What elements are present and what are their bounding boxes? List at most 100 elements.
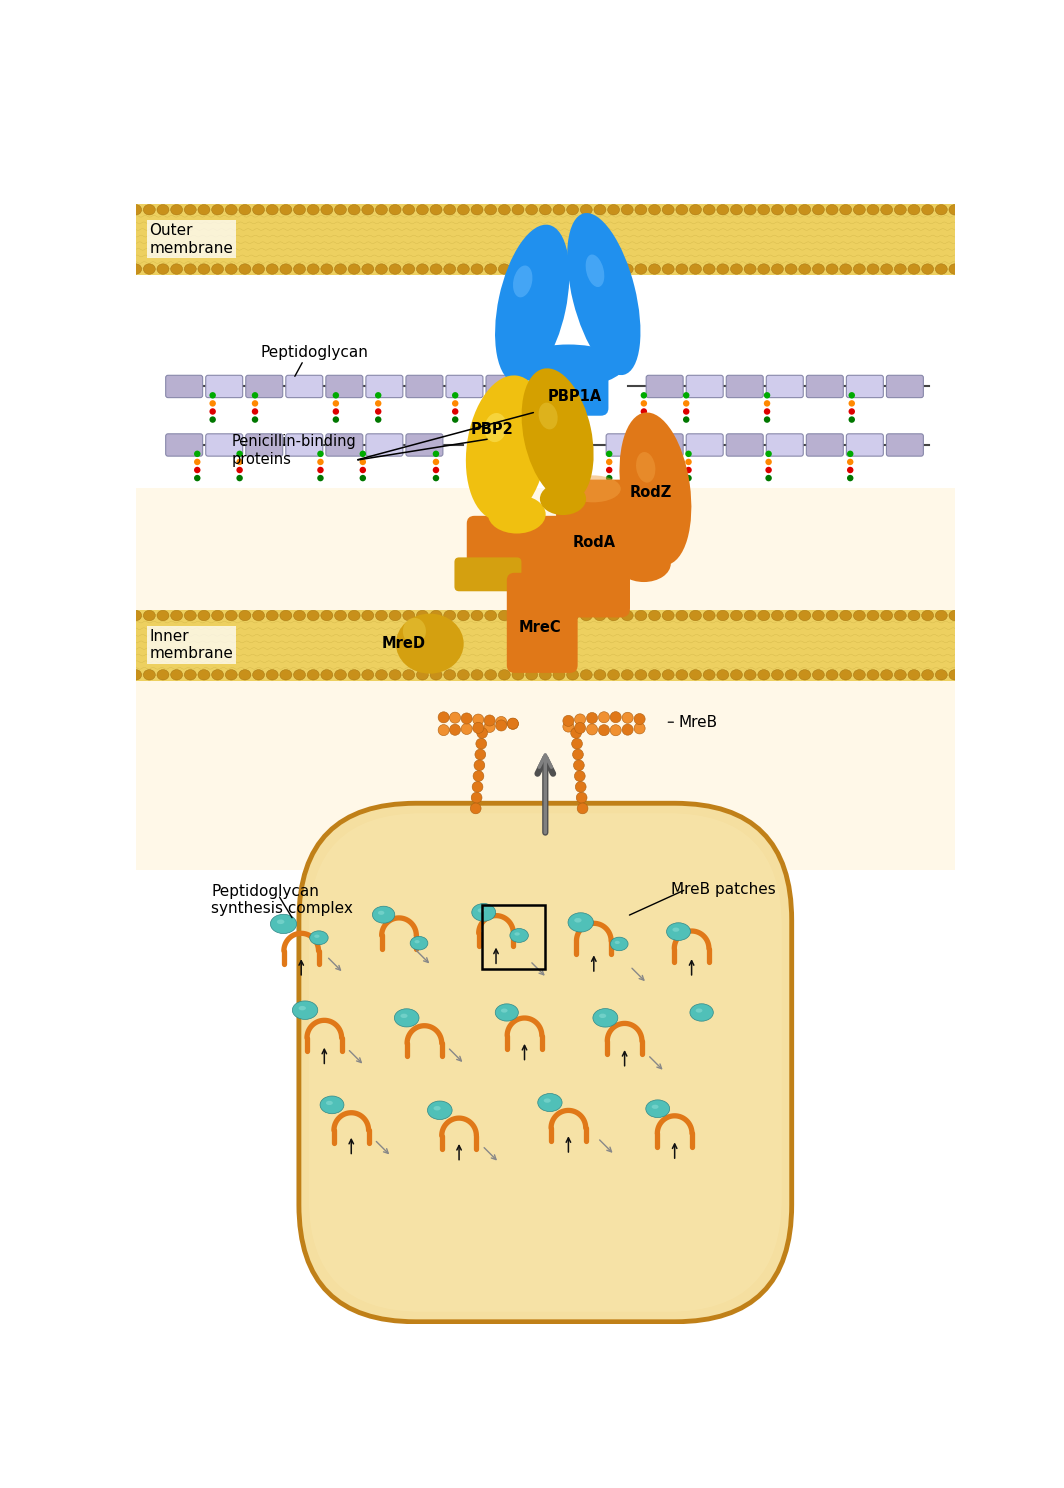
Circle shape <box>449 713 461 723</box>
Circle shape <box>508 719 518 729</box>
Ellipse shape <box>485 610 497 620</box>
Ellipse shape <box>252 610 265 620</box>
FancyBboxPatch shape <box>530 353 609 415</box>
FancyBboxPatch shape <box>326 434 363 457</box>
Ellipse shape <box>553 610 565 620</box>
Ellipse shape <box>758 610 769 620</box>
Ellipse shape <box>867 610 879 620</box>
Ellipse shape <box>731 263 743 274</box>
Circle shape <box>496 720 506 731</box>
Circle shape <box>848 408 855 415</box>
Circle shape <box>433 467 439 473</box>
Circle shape <box>598 725 610 735</box>
Ellipse shape <box>430 204 442 214</box>
Circle shape <box>683 391 689 399</box>
Ellipse shape <box>212 670 223 680</box>
Ellipse shape <box>881 204 893 214</box>
Circle shape <box>764 400 770 406</box>
FancyBboxPatch shape <box>506 573 578 673</box>
Text: MreC: MreC <box>518 620 561 635</box>
Ellipse shape <box>717 204 729 214</box>
Ellipse shape <box>785 610 797 620</box>
FancyBboxPatch shape <box>205 434 243 457</box>
Ellipse shape <box>170 670 183 680</box>
Ellipse shape <box>266 204 278 214</box>
Ellipse shape <box>689 1004 713 1021</box>
Ellipse shape <box>935 204 947 214</box>
Ellipse shape <box>867 670 879 680</box>
Ellipse shape <box>636 452 655 482</box>
Ellipse shape <box>458 263 469 274</box>
Ellipse shape <box>526 610 537 620</box>
Ellipse shape <box>539 610 551 620</box>
FancyBboxPatch shape <box>727 375 763 397</box>
Circle shape <box>765 451 771 457</box>
Ellipse shape <box>921 610 933 620</box>
FancyBboxPatch shape <box>406 434 443 457</box>
Ellipse shape <box>785 670 797 680</box>
Text: MreB: MreB <box>679 714 717 729</box>
Ellipse shape <box>430 263 442 274</box>
Text: RodA: RodA <box>573 536 616 551</box>
Circle shape <box>452 400 459 406</box>
Ellipse shape <box>895 263 907 274</box>
Text: PBP2: PBP2 <box>470 423 513 437</box>
Ellipse shape <box>521 369 594 501</box>
Text: Inner
membrane: Inner membrane <box>150 629 233 661</box>
Ellipse shape <box>334 670 347 680</box>
Circle shape <box>641 417 647 423</box>
Ellipse shape <box>635 204 647 214</box>
Circle shape <box>438 711 449 723</box>
Ellipse shape <box>949 263 961 274</box>
Ellipse shape <box>252 204 265 214</box>
Ellipse shape <box>813 263 825 274</box>
Ellipse shape <box>430 610 442 620</box>
Ellipse shape <box>539 670 551 680</box>
Ellipse shape <box>895 204 907 214</box>
Ellipse shape <box>867 204 879 214</box>
Ellipse shape <box>184 610 196 620</box>
Ellipse shape <box>280 263 292 274</box>
Ellipse shape <box>144 204 155 214</box>
Ellipse shape <box>376 670 387 680</box>
Circle shape <box>461 723 472 735</box>
Ellipse shape <box>949 204 961 214</box>
Ellipse shape <box>672 927 679 931</box>
Ellipse shape <box>488 496 546 534</box>
Ellipse shape <box>826 610 838 620</box>
Circle shape <box>610 725 621 735</box>
Ellipse shape <box>226 263 237 274</box>
Ellipse shape <box>252 670 265 680</box>
Ellipse shape <box>568 912 594 931</box>
Ellipse shape <box>594 670 605 680</box>
Bar <box>135 610 955 680</box>
Ellipse shape <box>299 1006 306 1010</box>
Circle shape <box>563 722 573 732</box>
Circle shape <box>476 738 486 748</box>
Circle shape <box>236 475 243 481</box>
Ellipse shape <box>689 204 701 214</box>
Circle shape <box>641 408 647 415</box>
Circle shape <box>210 408 216 415</box>
Ellipse shape <box>362 263 373 274</box>
Text: Peptidoglycan
synthesis complex: Peptidoglycan synthesis complex <box>211 884 353 917</box>
Circle shape <box>765 467 771 473</box>
Circle shape <box>360 458 366 466</box>
Circle shape <box>472 714 484 725</box>
Ellipse shape <box>170 610 183 620</box>
Ellipse shape <box>594 263 605 274</box>
Ellipse shape <box>310 931 328 945</box>
Ellipse shape <box>676 670 687 680</box>
Ellipse shape <box>444 263 455 274</box>
Circle shape <box>848 417 855 423</box>
Ellipse shape <box>471 670 483 680</box>
Ellipse shape <box>416 263 429 274</box>
Ellipse shape <box>348 670 360 680</box>
Ellipse shape <box>731 204 743 214</box>
Ellipse shape <box>949 610 961 620</box>
Ellipse shape <box>184 263 196 274</box>
Text: MreD: MreD <box>382 637 426 652</box>
FancyBboxPatch shape <box>484 546 627 589</box>
FancyBboxPatch shape <box>766 434 803 457</box>
Ellipse shape <box>553 204 565 214</box>
